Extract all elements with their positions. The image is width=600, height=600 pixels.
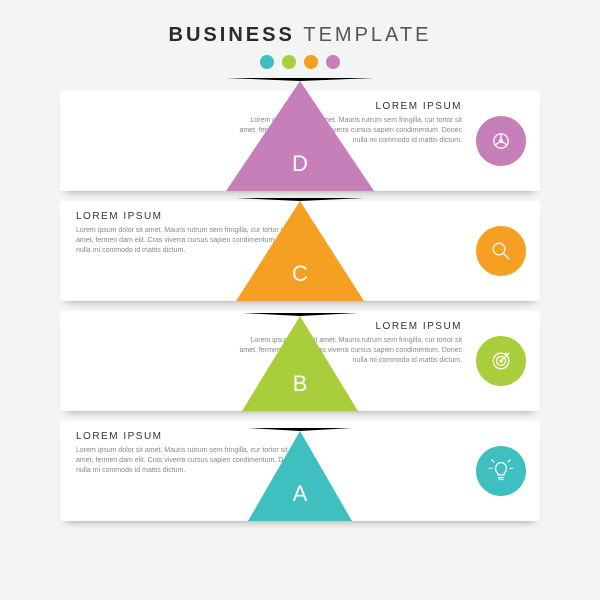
- gear-icon: [476, 116, 526, 166]
- legend-dot-2: [304, 55, 318, 69]
- infographic-stage: LOREM IPSUM Lorem ipsum dolor sit amet. M…: [60, 91, 540, 531]
- level-body: Lorem ipsum dolor sit amet. Mauris rutru…: [232, 336, 462, 366]
- title-bold: BUSINESS: [169, 24, 295, 46]
- page-title: BUSINESS TEMPLATE: [0, 24, 600, 47]
- panel-c: LOREM IPSUM Lorem ipsum dolor sit amet. M…: [60, 201, 540, 301]
- level-body: Lorem ipsum dolor sit amet. Mauris rutru…: [76, 226, 306, 256]
- text-block-c: LOREM IPSUM Lorem ipsum dolor sit amet. M…: [76, 211, 306, 256]
- panel-d: LOREM IPSUM Lorem ipsum dolor sit amet. M…: [60, 91, 540, 191]
- title-light: TEMPLATE: [303, 24, 431, 46]
- text-block-a: LOREM IPSUM Lorem ipsum dolor sit amet. M…: [76, 431, 306, 476]
- level-heading: LOREM IPSUM: [76, 431, 306, 442]
- level-heading: LOREM IPSUM: [232, 321, 462, 332]
- text-block-b: LOREM IPSUM Lorem ipsum dolor sit amet. M…: [232, 321, 462, 366]
- panel-a: LOREM IPSUM Lorem ipsum dolor sit amet. M…: [60, 421, 540, 521]
- level-body: Lorem ipsum dolor sit amet. Mauris rutru…: [232, 116, 462, 146]
- level-heading: LOREM IPSUM: [76, 211, 306, 222]
- panel-b: LOREM IPSUM Lorem ipsum dolor sit amet. M…: [60, 311, 540, 411]
- color-dots: [0, 55, 600, 69]
- legend-dot-3: [326, 55, 340, 69]
- bulb-icon: [476, 446, 526, 496]
- header: BUSINESS TEMPLATE: [0, 0, 600, 69]
- magnifier-icon: [476, 226, 526, 276]
- target-icon: [476, 336, 526, 386]
- level-heading: LOREM IPSUM: [232, 101, 462, 112]
- legend-dot-1: [282, 55, 296, 69]
- text-block-d: LOREM IPSUM Lorem ipsum dolor sit amet. M…: [232, 101, 462, 146]
- legend-dot-0: [260, 55, 274, 69]
- level-body: Lorem ipsum dolor sit amet. Mauris rutru…: [76, 446, 306, 476]
